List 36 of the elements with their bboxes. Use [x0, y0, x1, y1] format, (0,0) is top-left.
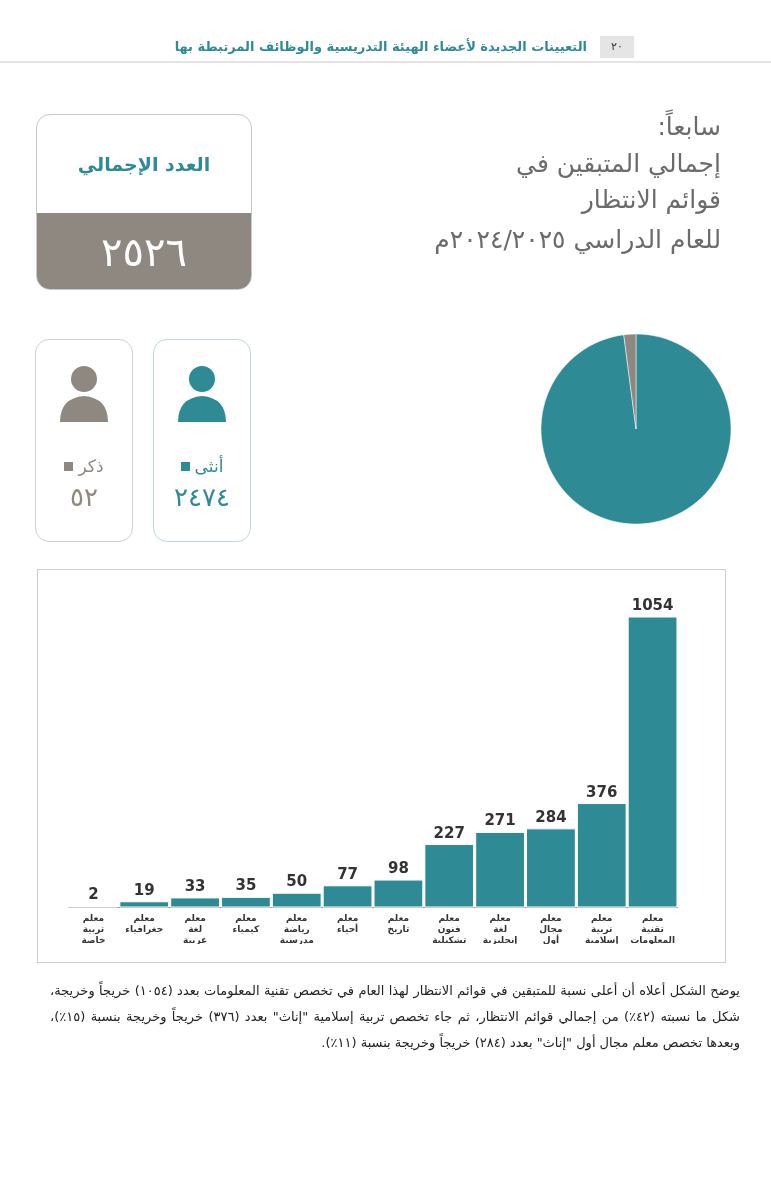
data-label: 19	[133, 880, 155, 899]
legend-label: أنثى	[194, 456, 224, 476]
data-label: 376	[586, 782, 618, 801]
data-label: 271	[484, 811, 516, 830]
x-tick-label: معلم مجال أول	[539, 912, 563, 946]
data-label: 33	[184, 876, 206, 895]
x-tick-label: معلم رياضة مدرسية	[279, 912, 314, 946]
x-tick-label: معلم لغة إنجليزية	[482, 912, 518, 946]
x-tick-label: معلم أحياء	[336, 912, 359, 934]
data-label: 35	[235, 876, 257, 895]
pie-slice	[540, 333, 732, 525]
data-label: 77	[337, 864, 359, 883]
x-tick-label: معلم تقنية المعلومات	[630, 912, 676, 946]
data-label: 284	[535, 807, 567, 826]
text: يوضح الشكل أعلاه أن أعلى نسبة للمتبقين في قوائم الانتظار لهذا العام في تخصص تقنية المعلومات بعدد (١٠٥٤) خريجاً وخريجة، شكل ما نسبته (٤٢٪) من إجمالي قوائم الانتظار، ثم جاء تخصص تربية إسلامية "إناث" بعدد (٣٧٦) خريجاً وخريجة بنسبة (١٥٪)، وبعدها تخصص معلم مجال أول "إناث" بعدد (٢٨٤) خريجاً وخريجة بنسبة (١١٪).	[50, 980, 741, 1053]
data-label: 2	[88, 885, 99, 904]
x-tick-label: معلم لغة عربية	[182, 912, 208, 946]
data-label: 50	[286, 872, 308, 891]
data-label: 98	[387, 859, 409, 878]
chart-subtitle: للعام الدراسي ٢٠٢٤/٢٠٢٥م	[434, 225, 721, 254]
x-tick-label: معلم كيمياء	[232, 912, 260, 934]
x-tick-label: معلم تربية إسلامية	[585, 912, 619, 945]
text: العدد الإجمالي	[76, 152, 212, 178]
data-label: 227	[433, 823, 465, 842]
data-label: ٢٤٧٤	[173, 482, 231, 512]
text: التعيينات الجديدة لأعضاء الهيئة التدريسية والوظائف المرتبطة بها	[174, 37, 587, 56]
x-tick-label: معلم جغرافياء	[125, 912, 164, 935]
data-label: ٥٢	[69, 482, 99, 512]
x-tick-label: معلم فنون تشكيلية	[432, 912, 467, 945]
x-tick-label: معلم تاريخ	[387, 912, 410, 935]
text: ٢٥٢٦	[37, 213, 251, 291]
text: ٢٠	[600, 36, 634, 58]
x-tick-label: معلم تربية خاصة	[81, 912, 106, 945]
chart-title: إجمالي المتبقين في قوائم الانتظار	[515, 148, 721, 216]
data-label: 1054	[631, 596, 674, 614]
legend-label: ذكر	[78, 456, 104, 476]
